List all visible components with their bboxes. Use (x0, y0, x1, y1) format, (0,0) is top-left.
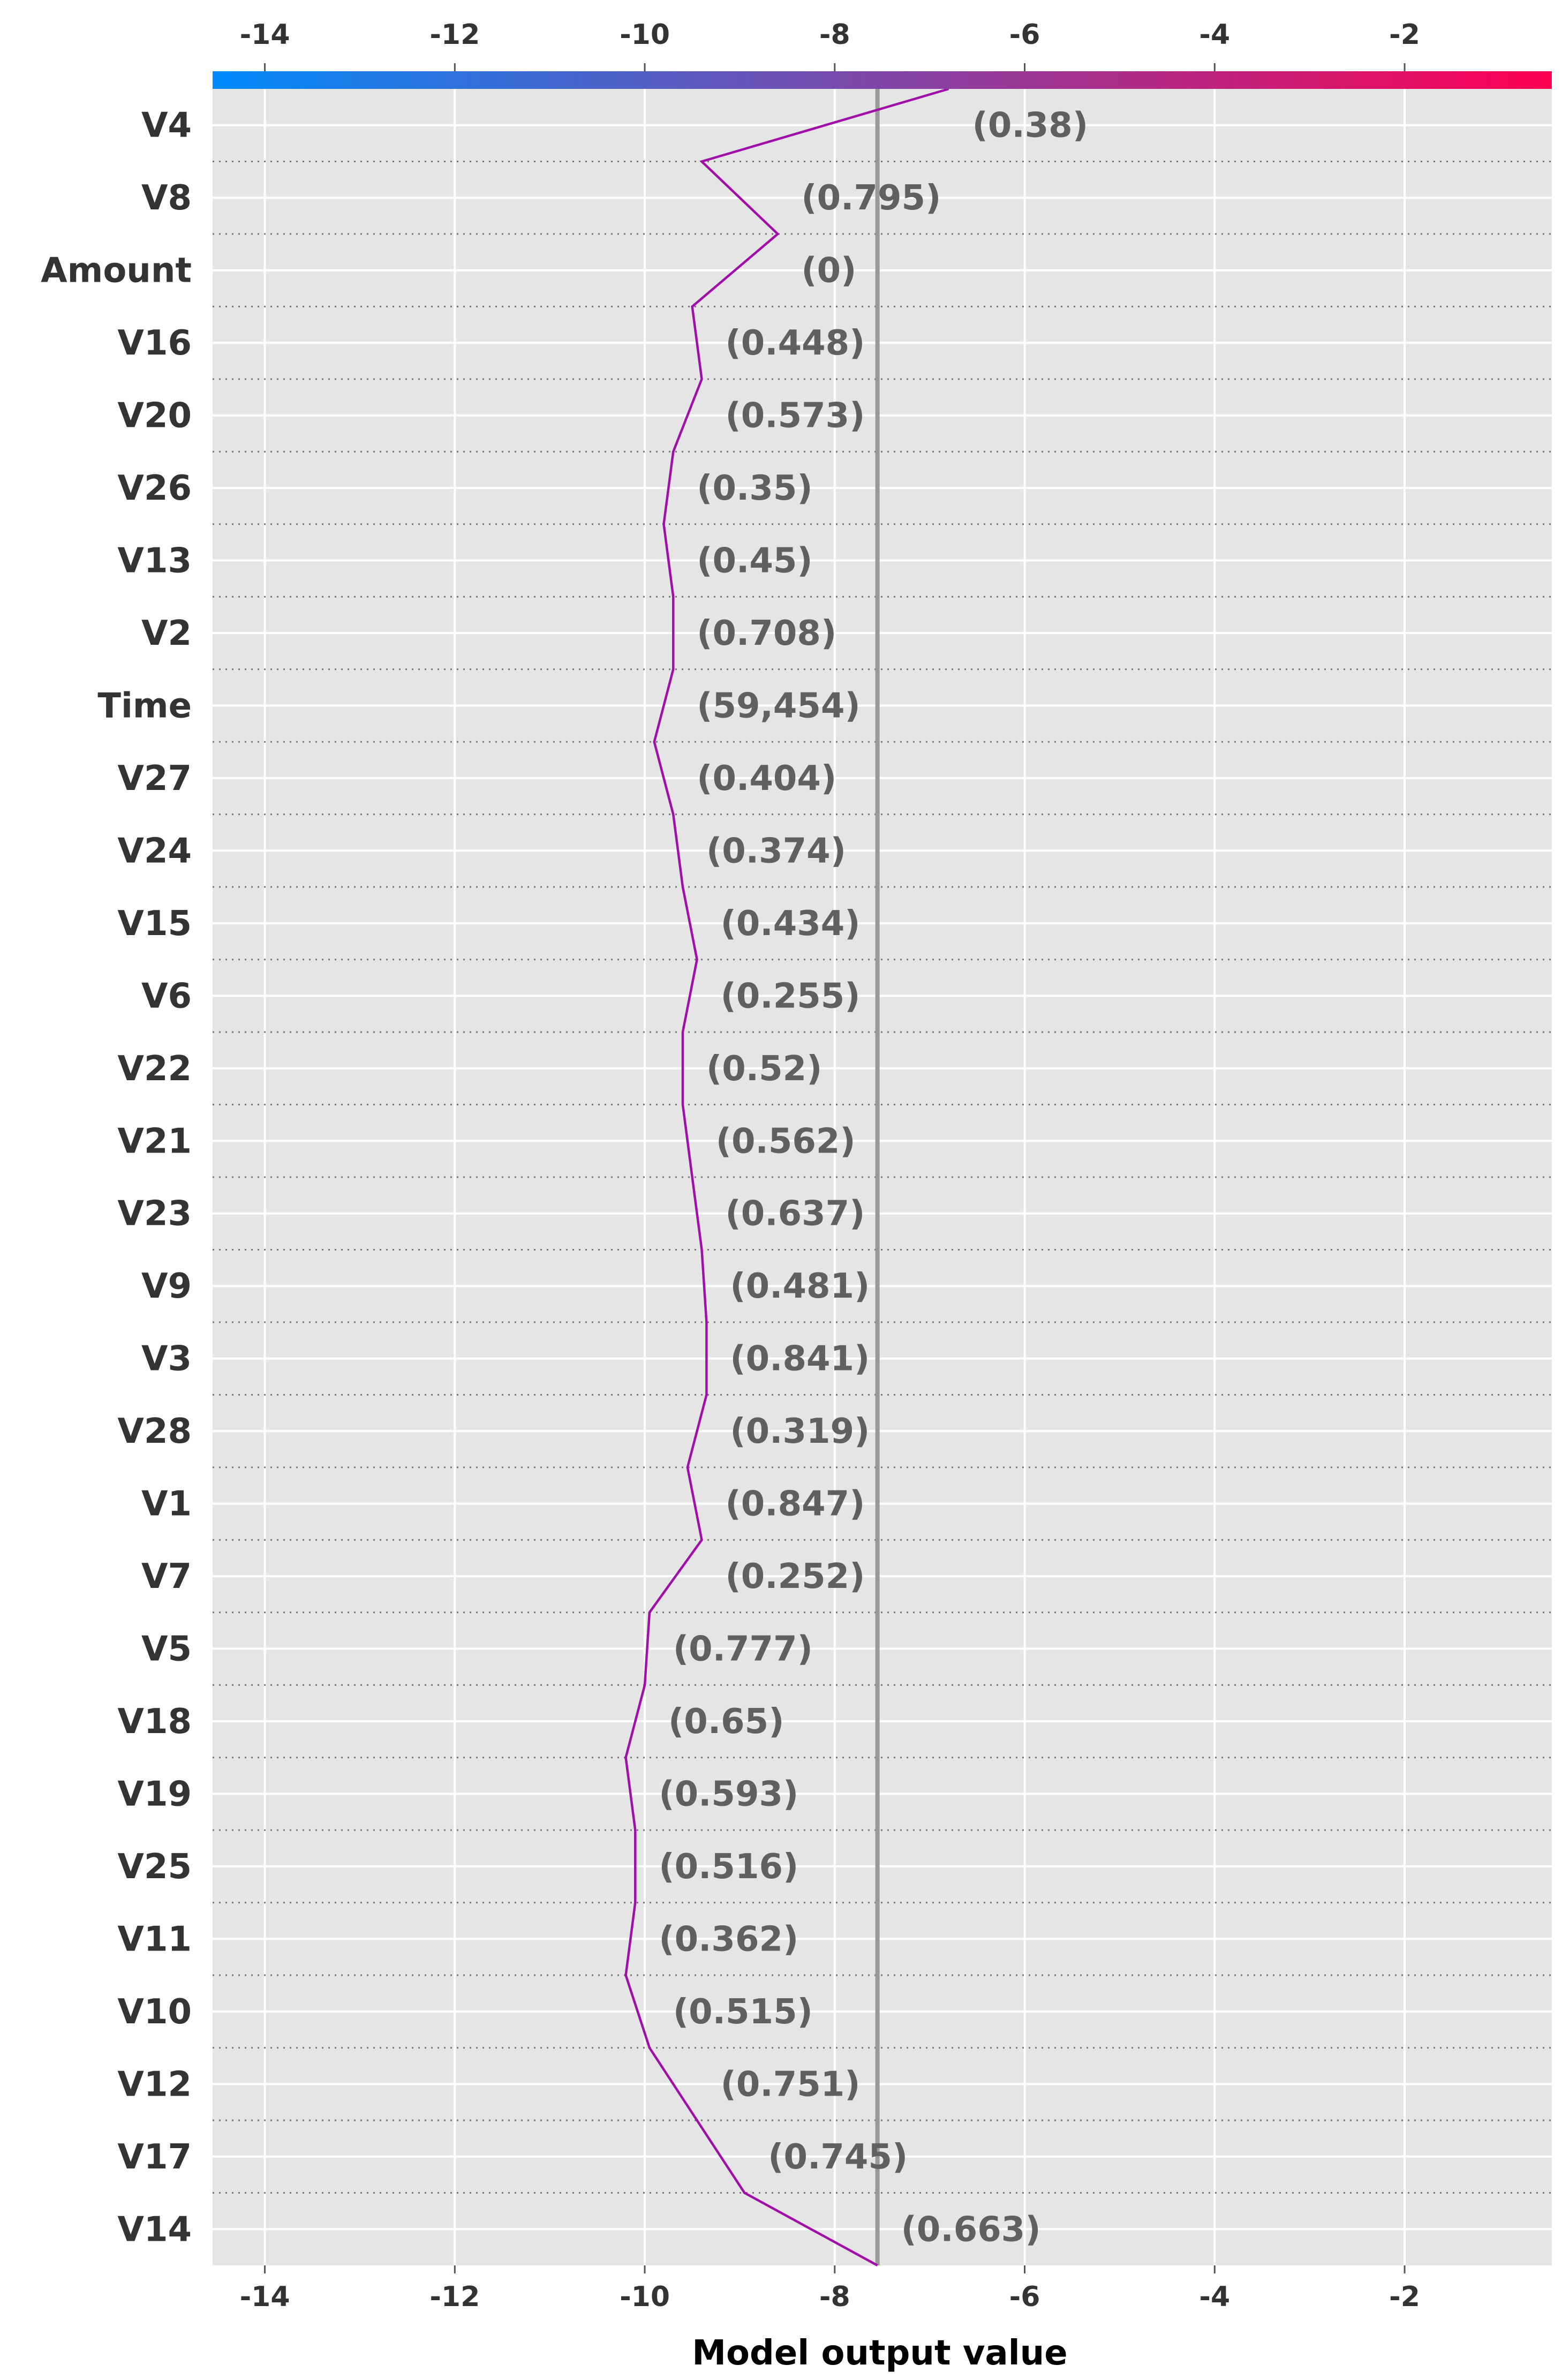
feature-value-label: (0.404) (697, 759, 836, 799)
feature-name-label: V27 (117, 759, 192, 799)
feature-name-label: V17 (117, 2137, 192, 2177)
x-tick-label-top: -14 (240, 19, 290, 51)
feature-value-label: (0.434) (721, 904, 861, 944)
feature-name-label: V8 (141, 178, 192, 218)
feature-labels: V4 V8 Amount V16 V20 V26 V13 V2 Time V27 V24 V15 V6 V… (41, 106, 192, 2250)
feature-value-label: (0.448) (725, 323, 865, 363)
feature-value-label: (0.593) (659, 1774, 798, 1814)
feature-name-label: V13 (117, 541, 192, 581)
feature-value-label: (0.745) (768, 2137, 908, 2177)
x-axis-title: Model output value (692, 2333, 1067, 2373)
x-tick-label-bottom: -8 (819, 2281, 850, 2313)
x-tick-label-top: -4 (1199, 19, 1230, 51)
feature-name-label: V1 (141, 1485, 192, 1524)
feature-value-label: (0.847) (725, 1485, 865, 1524)
feature-name-label: V21 (117, 1121, 192, 1161)
feature-value-label: (0.35) (697, 469, 812, 508)
feature-value-label: (0.516) (659, 1847, 798, 1887)
feature-value-label: (59,454) (697, 686, 860, 726)
feature-name-label: V14 (117, 2210, 192, 2249)
feature-name-label: V3 (141, 1339, 192, 1379)
feature-value-label: (0.562) (716, 1121, 856, 1161)
feature-name-label: V11 (117, 1919, 192, 1959)
feature-name-label: V4 (141, 106, 192, 146)
feature-name-label: V6 (141, 976, 192, 1016)
feature-value-label: (0.374) (706, 831, 846, 871)
feature-name-label: Time (97, 686, 192, 726)
feature-value-label: (0.841) (730, 1339, 870, 1379)
feature-value-label: (0.481) (730, 1267, 870, 1306)
feature-value-label: (0.751) (721, 2065, 861, 2104)
feature-name-label: V20 (117, 396, 192, 436)
x-tick-label-bottom: -4 (1199, 2281, 1230, 2313)
x-tick-label-bottom: -14 (240, 2281, 290, 2313)
feature-value-label: (0) (801, 251, 856, 291)
feature-value-label: (0.45) (697, 541, 812, 581)
x-tick-label-bottom: -12 (429, 2281, 480, 2313)
feature-name-label: V5 (141, 1630, 192, 1669)
feature-name-label: V2 (141, 614, 192, 653)
x-tick-label-top: -12 (429, 19, 480, 51)
feature-value-label: (0.252) (725, 1557, 865, 1596)
x-tick-label-bottom: -6 (1009, 2281, 1040, 2313)
feature-name-label: V28 (117, 1412, 192, 1451)
feature-value-label: (0.319) (730, 1412, 870, 1451)
feature-name-label: V10 (117, 1992, 192, 2032)
feature-name-label: V12 (117, 2065, 192, 2104)
feature-name-label: V15 (117, 904, 192, 944)
feature-value-labels: (0.38) (0.795) (0) (0.448) (0.573) (0.35) (0.4… (659, 106, 1088, 2250)
feature-value-label: (0.795) (801, 178, 941, 218)
feature-value-label: (0.708) (697, 614, 836, 653)
x-tick-label-top: -10 (620, 19, 670, 51)
colorbar (213, 71, 1552, 89)
feature-value-label: (0.573) (725, 396, 865, 436)
feature-name-label: V24 (117, 831, 192, 871)
x-tick-label-top: -6 (1009, 19, 1040, 51)
feature-name-label: V18 (117, 1702, 192, 1742)
feature-name-label: V16 (117, 323, 192, 363)
x-axis-ticks: -14 -14 -12 -12 -10 -10 -8 -8 -6 -6 -4 -4 -2 -2 (240, 19, 1420, 2313)
feature-value-label: (0.65) (668, 1702, 784, 1742)
decision-path-line (624, 87, 949, 2266)
feature-row-lines (213, 124, 1552, 2231)
feature-value-label: (0.255) (721, 976, 861, 1016)
feature-name-label: V9 (141, 1267, 192, 1306)
feature-value-label: (0.515) (673, 1992, 813, 2032)
feature-value-label: (0.52) (706, 1049, 822, 1089)
feature-value-label: (0.777) (673, 1630, 813, 1669)
feature-name-label: V25 (117, 1847, 192, 1887)
feature-name-label: V19 (117, 1774, 192, 1814)
feature-name-label: V23 (117, 1194, 192, 1234)
x-tick-label-bottom: -10 (620, 2281, 670, 2313)
feature-value-label: (0.38) (972, 106, 1088, 146)
feature-name-label: V22 (117, 1049, 192, 1089)
x-tick-label-top: -8 (819, 19, 850, 51)
feature-value-label: (0.637) (725, 1194, 865, 1234)
x-tick-label-top: -2 (1389, 19, 1420, 51)
feature-name-label: Amount (41, 251, 192, 291)
x-tick-label-bottom: -2 (1389, 2281, 1420, 2313)
feature-value-label: (0.663) (901, 2210, 1041, 2249)
feature-name-label: V26 (117, 469, 192, 508)
feature-name-label: V7 (141, 1557, 192, 1596)
feature-value-label: (0.362) (659, 1919, 798, 1959)
